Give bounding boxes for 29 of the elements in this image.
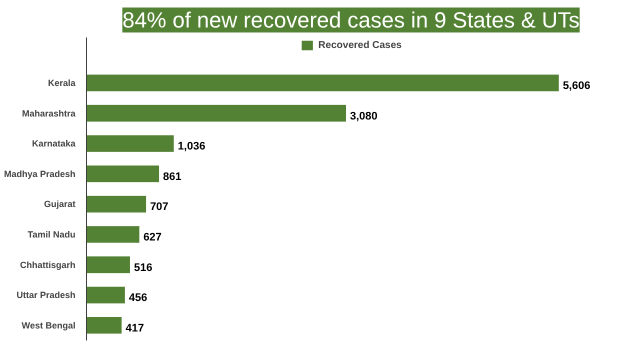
data-label: 861	[163, 170, 182, 183]
bar	[86, 104, 346, 122]
data-label: 3,080	[350, 110, 378, 122]
data-label: 1,036	[178, 140, 206, 153]
data-label: 5,606	[562, 80, 590, 92]
bar	[86, 317, 122, 334]
data-label: 516	[134, 262, 152, 274]
y-tick-label: Madhya Pradesh	[4, 168, 76, 179]
y-tick-label: Chhattisgarh	[20, 260, 76, 270]
bar	[86, 166, 160, 182]
bar	[86, 74, 559, 92]
data-label: 627	[143, 231, 162, 244]
bar	[86, 256, 130, 274]
y-tick-label: Uttar Pradesh	[16, 290, 76, 300]
legend-label: Recovered Cases	[318, 40, 402, 50]
y-tick-label: Karnataka	[32, 138, 76, 149]
y-tick-label: Maharashtra	[22, 108, 76, 118]
chart-title: 84% of new recovered cases in 9 States & UTs	[122, 8, 580, 32]
y-tick-label: Gujarat	[44, 199, 76, 210]
data-label: 707	[150, 201, 168, 214]
y-tick-label: Tamil Nadu	[28, 229, 76, 240]
bar	[86, 135, 174, 152]
y-tick-label: Kerala	[48, 78, 76, 88]
data-label: 417	[126, 322, 144, 334]
bar	[86, 226, 140, 243]
bar	[86, 286, 125, 304]
y-tick-label: West Bengal	[22, 320, 76, 330]
data-label: 456	[128, 292, 148, 304]
bar	[86, 196, 146, 212]
